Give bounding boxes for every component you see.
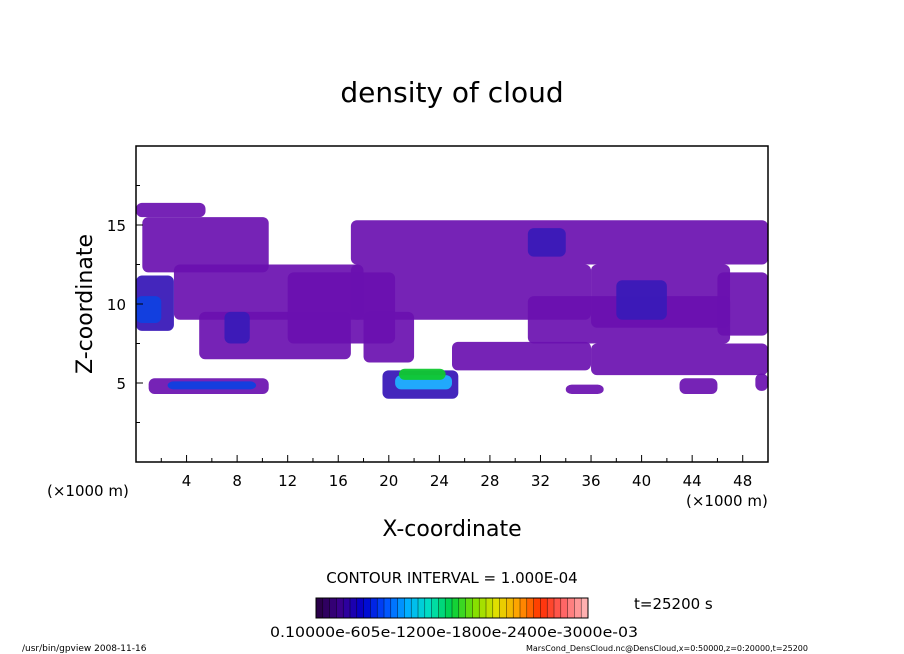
x-tick-label-12: 12 — [278, 472, 297, 490]
colorbar-segment-31 — [526, 598, 535, 618]
x-tick-label-32: 32 — [531, 472, 550, 490]
colorbar-labels: 0.10000e-605e-1200e-1800e-2400e-3000e-03 — [270, 625, 638, 641]
colorbar-segment-27 — [499, 598, 507, 618]
x-tick-label-8: 8 — [232, 472, 242, 490]
x-tick-label-48: 48 — [733, 472, 752, 490]
colorbar-segment-1 — [322, 598, 331, 618]
x-tick-label-44: 44 — [683, 472, 702, 490]
y-tick-label-5: 5 — [116, 375, 126, 393]
colorbar-segment-30 — [520, 598, 528, 618]
colorbar-segment-8 — [370, 598, 378, 618]
colorbar-segment-13 — [404, 598, 412, 618]
cloud-region-16 — [591, 343, 768, 376]
cloud-region-0 — [136, 202, 206, 218]
x-tick-label-36: 36 — [581, 472, 600, 490]
colorbar-segment-23 — [472, 598, 480, 618]
colorbar-segment-21 — [458, 598, 467, 618]
x-unit-left: (×1000 m) — [47, 482, 129, 500]
colorbar-segment-12 — [397, 598, 405, 618]
colorbar-segment-24 — [479, 598, 487, 618]
colorbar-segment-9 — [377, 598, 385, 618]
x-tick-label-20: 20 — [379, 472, 398, 490]
cloud-region-14 — [452, 341, 592, 371]
colorbar-segment-25 — [486, 598, 494, 618]
time-label: t=25200 s — [634, 595, 713, 613]
colorbar-segment-6 — [356, 598, 365, 618]
contour-interval: CONTOUR INTERVAL = 1.000E-04 — [326, 569, 577, 587]
colorbar-segment-7 — [363, 598, 371, 618]
cloud-region-7 — [167, 381, 257, 390]
colorbar-frame — [315, 597, 589, 619]
chart-title: density of cloud — [340, 76, 563, 109]
colorbar-segment-11 — [390, 598, 399, 618]
colorbar-segment-36 — [560, 598, 569, 618]
colorbar-segment-33 — [540, 598, 548, 618]
colorbar-segment-15 — [418, 598, 426, 618]
colorbar-segment-0 — [316, 598, 324, 618]
footer-left: /usr/bin/gpview 2008-11-16 — [22, 644, 147, 654]
colorbar-segment-35 — [554, 598, 562, 618]
cloud-region-25 — [398, 368, 446, 380]
cloud-region-23 — [224, 311, 250, 344]
colorbar-segment-28 — [506, 598, 514, 618]
colorbar-segment-3 — [336, 598, 344, 618]
colorbar-segment-2 — [329, 598, 337, 618]
y-axis-label: Z-coordinate — [73, 234, 98, 374]
cloud-region-20 — [616, 280, 667, 320]
colorbar-segment-32 — [533, 598, 541, 618]
colorbar-segment-4 — [343, 598, 351, 618]
y-tick-label-15: 15 — [107, 217, 126, 235]
x-tick-label-24: 24 — [430, 472, 449, 490]
x-unit-right: (×1000 m) — [686, 492, 768, 510]
colorbar-segment-38 — [574, 598, 582, 618]
colorbar — [315, 598, 589, 618]
colorbar-segment-29 — [513, 598, 521, 618]
cloud-region-18 — [679, 378, 718, 395]
cloud-region-12 — [363, 311, 415, 363]
colorbar-segment-16 — [424, 598, 433, 618]
colorbar-segment-5 — [350, 598, 358, 618]
x-tick-label-40: 40 — [632, 472, 651, 490]
colorbar-segment-20 — [452, 598, 460, 618]
x-axis-label: X-coordinate — [382, 517, 521, 542]
colorbar-segment-10 — [384, 598, 392, 618]
x-axis-ticks: 4 8 12 16 20 24 28 32 36 40 44 48 — [160, 455, 769, 490]
cloud-region-21 — [527, 228, 566, 257]
colorbar-segment-17 — [431, 598, 439, 618]
x-tick-label-28: 28 — [480, 472, 499, 490]
y-axis-ticks: 5 10 15 — [107, 185, 143, 423]
y-tick-label-10: 10 — [107, 296, 126, 314]
colorbar-segment-19 — [445, 598, 453, 618]
x-tick-label-16: 16 — [329, 472, 348, 490]
colorbar-segment-22 — [465, 598, 473, 618]
cloud-region-22 — [136, 296, 162, 323]
footer-right: MarsCond_DensCloud.nc@DensCloud,x=0:5000… — [526, 644, 808, 653]
x-tick-label-4: 4 — [182, 472, 192, 490]
colorbar-segment-34 — [547, 598, 555, 618]
colorbar-segment-26 — [492, 598, 501, 618]
colorbar-segment-39 — [581, 598, 589, 618]
colorbar-segment-37 — [567, 598, 575, 618]
cloud-region-2 — [142, 217, 269, 273]
colorbar-segment-18 — [438, 598, 446, 618]
cloud-region-19 — [755, 373, 768, 391]
cloud-region-17 — [565, 384, 604, 395]
colorbar-segment-14 — [411, 598, 419, 618]
plot-field — [136, 202, 768, 399]
